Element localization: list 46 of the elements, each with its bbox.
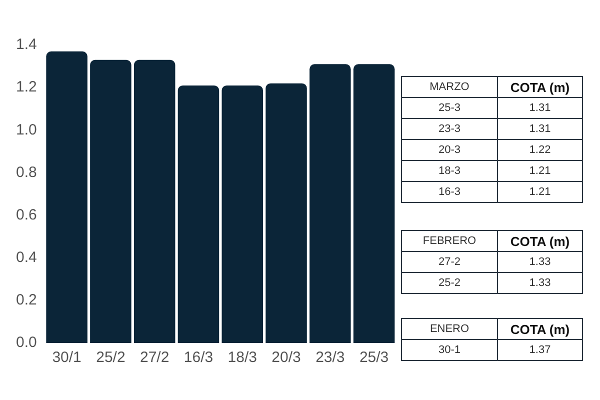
bar [46,51,88,343]
category-label: 30-1 [402,340,498,360]
bar [353,64,395,343]
data-label: 1.31 [498,118,582,140]
data-label: 1.31 [498,98,582,118]
text: ENERO [402,318,498,340]
category-label: 23-3 [402,118,498,140]
y-tick-label: 1.0 [16,121,37,138]
y-tick-label: 0.2 [16,292,37,309]
data-label: 1.37 [498,340,582,360]
text: COTA (m) [498,318,582,340]
bar [134,60,176,343]
y-tick-label: 1.2 [16,78,37,96]
x-tick-label: 27/2 [140,349,170,366]
bar [222,85,264,343]
y-tick-label: 0.6 [16,206,37,224]
text: FEBRERO [402,230,498,252]
text: COTA (m) [498,76,582,98]
bar [310,64,351,343]
bar [266,83,307,343]
x-tick-label: 16/3 [184,349,214,366]
text: MARZO [402,76,498,98]
bar [178,85,220,343]
x-tick-label: 18/3 [228,349,257,366]
data-label: 1.22 [498,140,582,160]
y-tick-label: 0.4 [16,249,37,266]
x-tick-label: 23/3 [316,349,345,366]
category-label: 25-3 [402,98,498,118]
category-label: 18-3 [402,160,498,182]
category-label: 27-2 [402,252,498,272]
x-tick-label: 25/3 [359,349,389,366]
data-label: 1.33 [498,272,582,294]
x-tick-label: 25/2 [96,349,126,366]
text: COTA (m) [498,230,582,252]
bar [90,60,132,343]
y-tick-label: 0.0 [16,334,37,352]
category-label: 25-2 [402,272,498,294]
x-tick-label: 30/1 [52,349,82,366]
category-label: 16-3 [402,182,498,202]
y-tick-label: 1.4 [16,36,37,54]
category-label: 20-3 [402,140,498,160]
data-label: 1.21 [498,160,582,182]
y-tick-label: 0.8 [16,164,37,181]
data-label: 1.33 [498,252,582,272]
x-tick-label: 20/3 [272,349,301,366]
data-label: 1.21 [498,182,582,202]
